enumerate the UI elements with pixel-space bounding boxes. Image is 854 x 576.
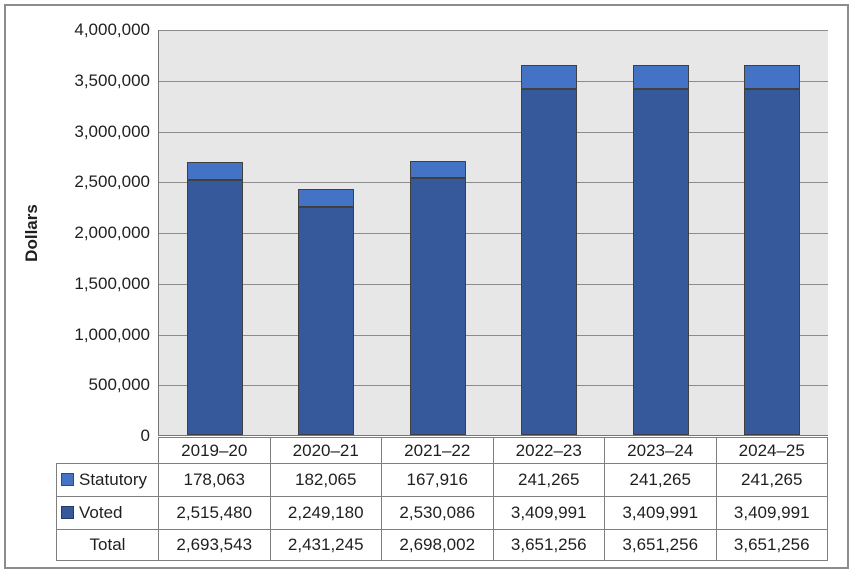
gridline xyxy=(159,233,828,234)
legend-swatch-voted-icon xyxy=(61,506,74,519)
value-cell: 2,530,086 xyxy=(381,496,494,530)
gridline xyxy=(159,132,828,133)
bar-segment-voted xyxy=(633,89,689,435)
series-name: Voted xyxy=(79,503,123,522)
total-value-cell: 3,651,256 xyxy=(715,529,828,561)
gridline xyxy=(159,385,828,386)
y-axis-tick-label: 3,000,000 xyxy=(74,122,150,141)
value-cell: 2,515,480 xyxy=(158,496,271,530)
gridline xyxy=(159,335,828,336)
series-label-cell: Statutory xyxy=(56,463,159,497)
value-cell: 178,063 xyxy=(158,463,271,497)
value-cell: 3,409,991 xyxy=(715,496,828,530)
category-header-cell: 2020–21 xyxy=(269,437,382,464)
bar-segment-statutory xyxy=(187,162,243,180)
bar-segment-voted xyxy=(298,207,354,435)
value-cell: 2,249,180 xyxy=(269,496,382,530)
value-cell: 241,265 xyxy=(715,463,828,497)
value-cell: 3,409,991 xyxy=(492,496,605,530)
total-value-cell: 3,651,256 xyxy=(604,529,717,561)
gridline xyxy=(159,284,828,285)
category-header-cell: 2021–22 xyxy=(381,437,494,464)
category-header-cell: 2024–25 xyxy=(715,437,828,464)
table-corner-spacer xyxy=(57,438,159,464)
bar-segment-statutory xyxy=(633,65,689,89)
bar-segment-statutory xyxy=(298,189,354,207)
gridline xyxy=(159,30,828,31)
bar-segment-voted xyxy=(744,89,800,435)
bar-segment-voted xyxy=(410,178,466,435)
bar-segment-statutory xyxy=(410,161,466,178)
legend-swatch-statutory-icon xyxy=(61,473,74,486)
bar-segment-voted xyxy=(187,180,243,435)
value-cell: 241,265 xyxy=(492,463,605,497)
value-cell: 3,409,991 xyxy=(604,496,717,530)
total-value-cell: 2,693,543 xyxy=(158,529,271,561)
y-axis-tick-label: 1,500,000 xyxy=(74,274,150,293)
bar-segment-voted xyxy=(521,89,577,435)
total-label-cell: Total xyxy=(56,529,159,561)
gridline xyxy=(159,182,828,183)
value-cell: 182,065 xyxy=(269,463,382,497)
value-cell: 241,265 xyxy=(604,463,717,497)
bar-segment-statutory xyxy=(521,65,577,89)
total-value-cell: 2,698,002 xyxy=(381,529,494,561)
series-name: Statutory xyxy=(79,470,148,489)
gridline xyxy=(159,81,828,82)
plot-area xyxy=(158,30,828,436)
total-value-cell: 3,651,256 xyxy=(492,529,605,561)
y-axis-tick-label: 3,500,000 xyxy=(74,71,150,90)
y-axis-tick-label: 4,000,000 xyxy=(74,20,150,39)
category-header-cell: 2019–20 xyxy=(158,437,271,464)
y-axis-tick-label: 1,000,000 xyxy=(74,325,150,344)
y-axis-tick-label: 2,000,000 xyxy=(74,223,150,242)
bar-segment-statutory xyxy=(744,65,800,89)
category-header-cell: 2023–24 xyxy=(604,437,717,464)
total-value-cell: 2,431,245 xyxy=(269,529,382,561)
chart-data-table: 2019–20 2020–21 2021–22 2022–23 2023–24 2024–… xyxy=(56,437,828,561)
series-label-cell: Voted xyxy=(56,496,159,530)
y-axis-tick-label: 500,000 xyxy=(88,375,150,394)
y-axis-tick-label: 2,500,000 xyxy=(74,172,150,191)
category-header-cell: 2022–23 xyxy=(492,437,605,464)
value-cell: 167,916 xyxy=(381,463,494,497)
y-axis-title: Dollars xyxy=(22,204,41,262)
